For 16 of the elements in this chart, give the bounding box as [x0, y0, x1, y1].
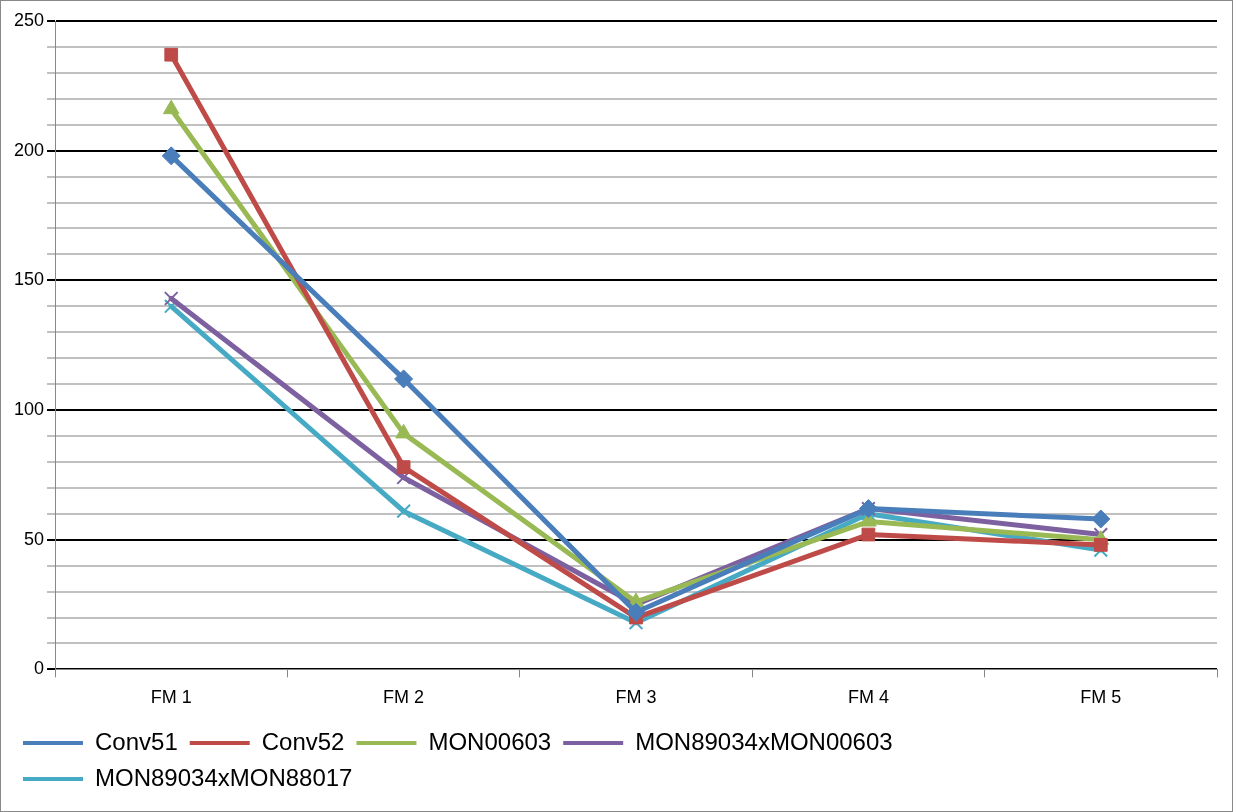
y-tick-label: 150: [13, 269, 45, 290]
x-tick-label: FM 1: [150, 687, 192, 708]
y-tick-label: 250: [13, 9, 45, 30]
y-tick-label: 200: [13, 139, 45, 160]
x-tick-label: FM 2: [383, 687, 425, 708]
y-tick-label: 100: [13, 399, 45, 420]
legend-label: Conv52: [261, 727, 345, 755]
legend-label: Conv51: [95, 727, 178, 755]
legend-label: MON00603: [428, 727, 552, 755]
x-tick-label: FM 5: [1080, 687, 1122, 708]
x-tick-label: FM 4: [847, 687, 889, 708]
legend-label: MON89034xMON00603: [635, 727, 893, 755]
legend-label: MON89034xMON88017: [95, 763, 353, 791]
y-tick-label: 0: [34, 658, 45, 679]
y-tick-label: 50: [24, 528, 45, 549]
x-tick-label: FM 3: [615, 687, 657, 708]
